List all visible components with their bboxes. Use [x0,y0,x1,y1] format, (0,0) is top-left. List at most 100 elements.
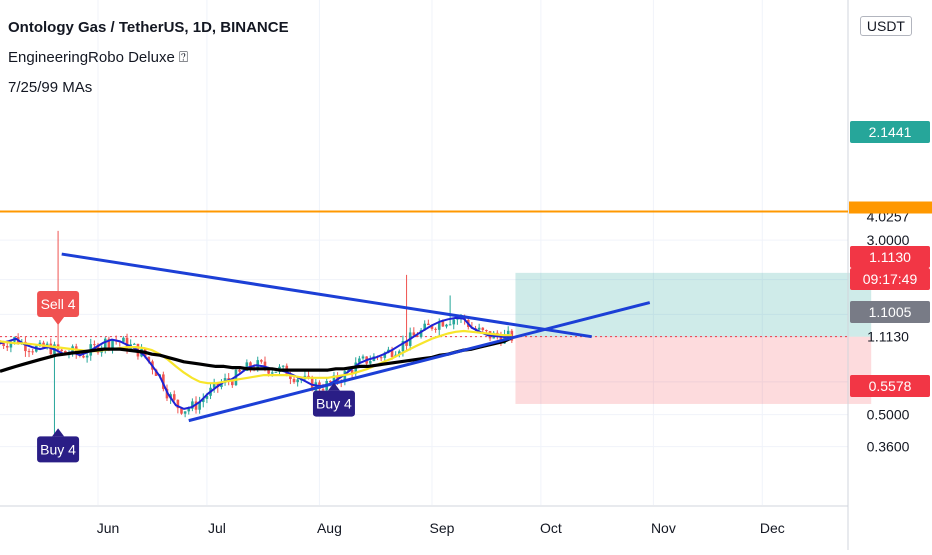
x-tick-label: Oct [540,520,562,536]
candle-body [133,343,136,345]
candle-body [452,319,456,325]
candle-body [398,351,401,355]
price-badge-last: 1.1130 [850,246,930,268]
candle-body [238,369,241,372]
x-tick-label: Sep [430,520,455,536]
candle-body [245,362,249,371]
position-zones [0,272,872,404]
stop-zone [515,336,872,404]
candle-body [427,323,430,326]
candle-body [111,340,114,348]
candle-body [361,356,365,359]
candle-body [401,341,405,352]
candle-body [274,371,278,373]
candle-body [321,389,325,391]
y-tick-label: 1.1130 [867,329,909,345]
candle-body [314,382,318,391]
y-tick-label: 0.3600 [867,439,910,455]
signal-box [37,436,80,463]
candle-body [292,378,296,383]
trendline-2 [188,301,651,423]
candle-body [122,337,125,342]
signal-pointer [52,428,65,437]
candle-body [2,343,5,346]
candle-body [430,325,434,329]
candle-body [481,327,485,330]
price-badge-target: 2.1441 [850,121,930,143]
candle-body [441,321,445,327]
candle-body [281,365,285,367]
trendlines [61,252,651,423]
candle-body [9,341,13,348]
candle-body [82,355,85,358]
candle-body [60,349,64,351]
ma-line-3 [0,336,513,373]
candle-body [205,395,209,399]
candle-body [216,382,220,388]
candle-body [405,341,408,346]
candle-body [267,367,270,374]
candle-body [456,318,459,320]
x-tick-label: Aug [317,520,342,536]
candle-body [183,411,187,414]
candle-body [506,330,510,335]
candle-body [434,328,437,330]
x-tick-label: Jun [97,520,120,536]
candle-body [220,382,223,388]
candle-body [343,371,347,383]
candle-body [368,361,372,364]
x-tick-label: Nov [651,520,676,536]
signal-label: Sell 4 [41,296,76,312]
indicator-label[interactable]: EngineeringRobo Deluxe ⍰ [8,49,188,66]
price-badge-stop: 0.5578 [850,375,930,397]
candle-body [187,408,191,412]
candle-body [416,335,419,337]
candle-body [379,357,383,359]
candle-body [307,375,310,377]
chart-title: Ontology Gas / TetherUS, 1D, BINANCE [8,19,289,36]
signal-box [312,390,355,417]
currency-button[interactable]: USDT [859,16,912,36]
candle-body [107,338,111,348]
ma-line-1 [0,316,512,410]
ma-legend-label[interactable]: 7/25/99 MAs [8,79,93,96]
candle-body [201,398,205,403]
candle-body [329,380,332,383]
candle-body [296,379,299,383]
candle-body [437,321,441,330]
candle-body [249,362,252,369]
candle-body [85,355,89,358]
candle-body [212,382,216,388]
candle-body [358,358,361,363]
candle-body [172,394,176,400]
candle-body [448,324,452,326]
candle-body [191,401,194,409]
signal-pointer [327,382,340,391]
candle-body [390,349,394,358]
candle-body [332,375,336,383]
candle-body [103,338,107,348]
candle-body [412,332,416,336]
candle-body [270,372,274,374]
moving-averages [0,316,513,410]
candle-body [350,369,354,374]
signal-box [37,290,80,317]
signal-label: Buy 4 [40,441,76,457]
candle-body [260,360,263,362]
x-tick-label: Dec [760,520,785,536]
candle-body [180,408,183,414]
candle-body [383,352,387,358]
candle-body [419,330,423,337]
y-tick-label: 0.5000 [867,407,910,423]
candle-body [24,341,27,352]
grid [0,0,848,505]
candle-body [231,380,234,386]
candle-body [423,323,427,331]
signal-pointer [52,316,65,325]
candle-body [263,361,267,368]
candle-body [477,327,481,330]
signal-label: Buy 4 [316,396,352,412]
